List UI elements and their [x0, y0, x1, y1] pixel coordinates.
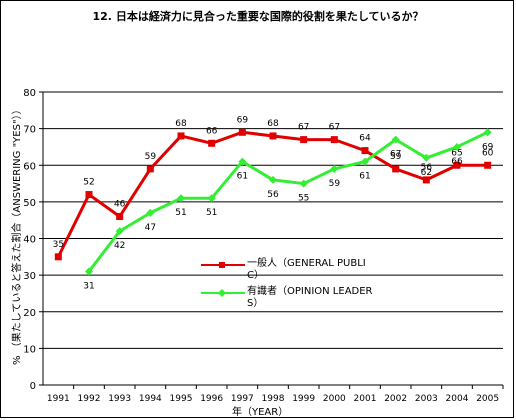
series-line-1	[87, 130, 489, 273]
data-label: 60	[482, 148, 494, 158]
y-tick-label: 70	[23, 125, 36, 136]
data-label: 35	[53, 240, 64, 250]
data-point	[453, 142, 461, 151]
x-tick-label: 2001	[354, 394, 377, 404]
x-tick-label: 1999	[292, 394, 315, 404]
data-point	[177, 132, 185, 140]
data-point	[146, 165, 154, 173]
data-point	[208, 139, 216, 147]
data-label: 67	[390, 150, 401, 160]
data-point	[269, 175, 277, 184]
y-tick-label: 0	[30, 381, 36, 392]
data-label: 69	[482, 142, 494, 152]
legend-marker-green-diamond	[201, 289, 245, 297]
x-tick-label: 2000	[323, 394, 346, 404]
legend-item-opinion-leaders: 有識者（OPINION LEADERS）	[201, 286, 381, 314]
data-label: 46	[114, 200, 126, 210]
data-point	[85, 267, 93, 276]
x-tick-label: 1995	[170, 394, 193, 404]
data-point	[392, 165, 400, 173]
y-tick-label: 20	[23, 308, 36, 319]
data-label: 68	[175, 119, 187, 129]
data-point	[361, 147, 369, 155]
data-point	[207, 194, 216, 203]
x-tick-label: 2005	[476, 394, 499, 404]
legend-item-general-public: 一般人（GENERAL PUBLIC）	[201, 258, 381, 286]
y-axis-text: （果たしていると答えた割合（ANSWERING "YES"））	[12, 104, 23, 353]
y-tick-label: 50	[23, 198, 36, 209]
data-label: 56	[421, 163, 433, 173]
data-point	[85, 191, 93, 199]
data-point	[484, 161, 492, 169]
data-point	[269, 132, 277, 140]
y-axis-percent: %	[12, 355, 23, 365]
x-tick-label: 2002	[384, 394, 407, 404]
data-point	[483, 128, 492, 137]
y-tick-label: 80	[23, 88, 36, 99]
data-point	[330, 136, 338, 144]
data-label: 61	[359, 172, 370, 182]
data-label: 67	[298, 123, 309, 133]
data-label: 56	[267, 190, 279, 200]
data-point	[453, 161, 461, 169]
data-point	[361, 157, 369, 166]
data-label: 47	[145, 223, 156, 233]
data-label: 31	[83, 281, 94, 291]
data-point	[300, 136, 308, 144]
data-label: 68	[267, 119, 279, 129]
data-point	[146, 208, 155, 217]
data-label: 66	[206, 126, 218, 136]
legend-label-general-public: 一般人（GENERAL PUBLIC）	[247, 258, 366, 281]
data-point	[238, 128, 246, 136]
data-label: 69	[237, 115, 249, 125]
y-tick-label: 10	[23, 344, 36, 355]
data-label: 55	[298, 194, 309, 204]
data-point	[54, 253, 62, 261]
y-tick-label: 60	[23, 161, 36, 172]
data-label: 59	[145, 152, 157, 162]
x-tick-label: 1998	[262, 394, 285, 404]
data-label: 51	[175, 208, 186, 218]
data-label: 51	[206, 208, 217, 218]
data-point	[330, 164, 339, 173]
data-label: 67	[329, 123, 340, 133]
x-tick-label: 2004	[446, 394, 469, 404]
data-point	[422, 176, 430, 184]
data-point	[422, 153, 431, 162]
data-label: 61	[237, 172, 248, 182]
data-point	[116, 213, 124, 221]
data-label: 52	[83, 178, 94, 188]
x-tick-label: 1997	[231, 394, 254, 404]
data-label: 42	[114, 241, 125, 251]
data-label: 59	[329, 179, 341, 189]
chart-title: 12. 日本は経済力に見合った重要な国際的役割を果たしているか？	[92, 10, 424, 23]
x-tick-label: 1992	[78, 394, 101, 404]
data-point	[177, 194, 185, 203]
legend-label-opinion-leaders: 有識者（OPINION LEADERS）	[247, 286, 373, 309]
x-tick-label: 1994	[139, 394, 162, 404]
data-point	[115, 227, 124, 236]
data-label: 59	[390, 152, 402, 162]
data-point	[299, 179, 308, 188]
legend-marker-red-square	[201, 262, 245, 268]
data-label: 65	[451, 148, 462, 158]
x-axis-label: 年（YEAR）	[232, 407, 289, 418]
y-axis-label: % （果たしていると答えた割合（ANSWERING "YES"））	[8, 104, 23, 365]
data-point	[238, 157, 247, 166]
y-tick-label: 40	[23, 235, 36, 246]
legend: 一般人（GENERAL PUBLIC） 有識者（OPINION LEADERS）	[201, 258, 381, 314]
data-point	[391, 135, 400, 144]
y-tick-label: 30	[23, 271, 36, 282]
x-tick-label: 2003	[415, 394, 438, 404]
data-label: 64	[359, 134, 371, 144]
data-label: 62	[421, 168, 432, 178]
data-label: 66	[451, 157, 463, 167]
x-tick-label: 1991	[47, 394, 70, 404]
x-tick-label: 1993	[108, 394, 131, 404]
x-tick-label: 1996	[200, 394, 223, 404]
